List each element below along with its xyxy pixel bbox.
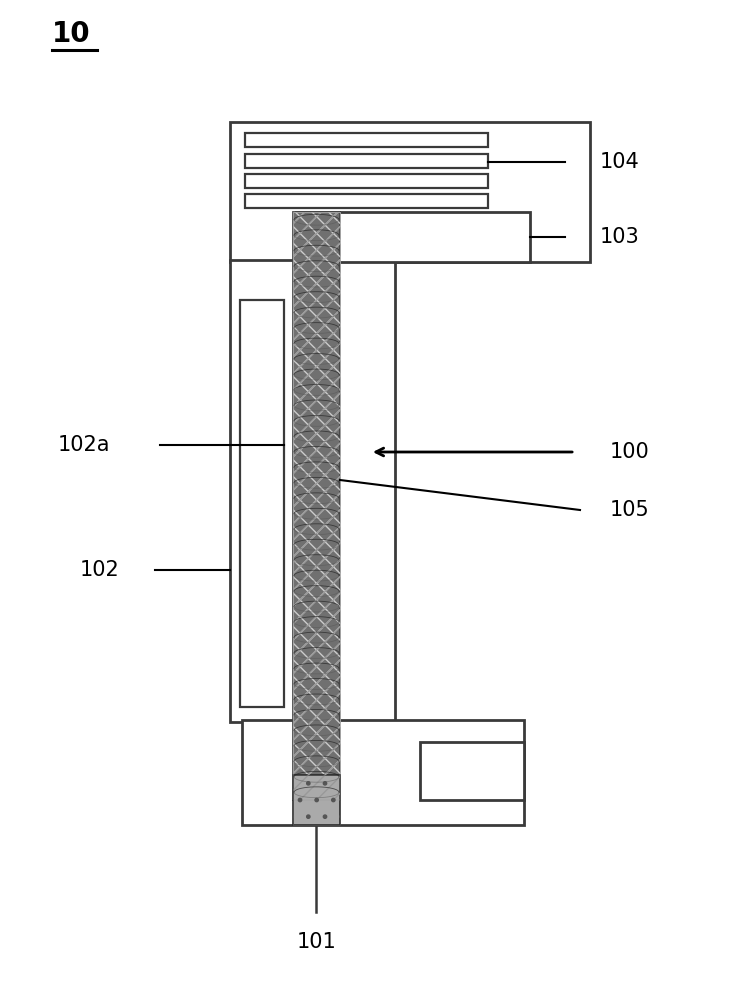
Bar	[296, 212, 530, 262]
Text: 102: 102	[80, 560, 120, 580]
Bar	[293, 212, 340, 800]
Bar	[245, 133, 488, 147]
Bar	[245, 174, 488, 188]
Text: 102a: 102a	[58, 435, 110, 455]
Bar	[420, 742, 524, 800]
Bar	[293, 775, 340, 825]
Bar	[230, 122, 590, 262]
Text: 100: 100	[610, 442, 650, 462]
Text: 101: 101	[297, 932, 337, 952]
Text: 105: 105	[610, 500, 650, 520]
Bar	[293, 212, 340, 800]
Bar	[242, 720, 524, 825]
Text: 10: 10	[52, 20, 90, 48]
Bar	[293, 212, 340, 800]
Bar	[230, 260, 395, 722]
Bar	[240, 300, 284, 707]
Bar	[245, 154, 488, 168]
Text: 104: 104	[600, 152, 639, 172]
Bar	[293, 775, 340, 825]
Bar	[245, 194, 488, 208]
Text: 103: 103	[600, 227, 639, 247]
